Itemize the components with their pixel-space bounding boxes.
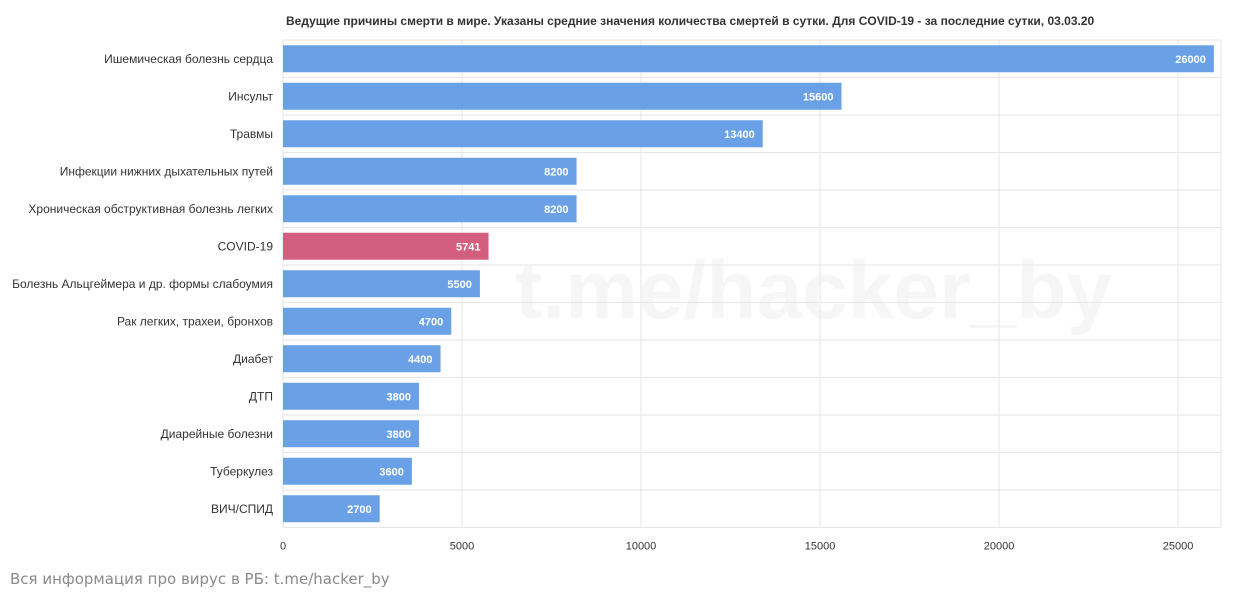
data-label: 3800 [387, 429, 411, 441]
data-label: 3600 [379, 466, 403, 478]
label-layer: Ишемическая болезнь сердца 26000 Инсульт 15… [12, 52, 1206, 516]
bar[interactable] [283, 307, 452, 335]
bar[interactable] [283, 195, 577, 223]
x-tick-label: 0 [280, 541, 286, 553]
bar[interactable] [283, 82, 842, 110]
footer-note: Вся информация про вирус в РБ: t.me/hack… [10, 570, 390, 588]
bar[interactable] [283, 157, 577, 185]
x-tick-label: 10000 [626, 541, 657, 553]
bar[interactable] [283, 120, 763, 148]
data-label: 5500 [447, 279, 471, 291]
data-label: 4400 [408, 354, 432, 366]
data-label: 15600 [803, 91, 834, 103]
category-label: COVID-19 [218, 239, 274, 253]
bar[interactable] [283, 345, 441, 373]
bar[interactable] [283, 495, 380, 523]
category-label: Хроническая обструктивная болезнь легких [28, 202, 273, 216]
category-label: Инфекции нижних дыхательных путей [60, 164, 273, 178]
bar[interactable] [283, 382, 420, 410]
x-tick-label: 5000 [450, 541, 474, 553]
data-label: 5741 [456, 241, 480, 253]
bar[interactable] [283, 457, 412, 485]
category-label: Болезнь Альцгеймера и др. формы слабоуми… [12, 277, 273, 291]
bar[interactable] [283, 232, 489, 260]
category-label: Рак легких, трахеи, бронхов [117, 314, 273, 328]
data-label: 3800 [387, 391, 411, 403]
category-label: Туберкулез [210, 464, 273, 478]
data-label: 26000 [1175, 54, 1206, 66]
data-label: 4700 [419, 316, 443, 328]
x-tick-label: 15000 [805, 541, 836, 553]
bar[interactable] [283, 420, 420, 448]
axis-layer: 0 5000 10000 15000 20000 25000 [280, 541, 1193, 553]
bar[interactable] [283, 270, 480, 298]
data-label: 2700 [347, 504, 371, 516]
category-label: Ишемическая болезнь сердца [104, 52, 273, 66]
data-label: 8200 [544, 166, 568, 178]
watermark-text: t.me/hacker_by [515, 245, 1112, 336]
category-label: Диабет [233, 352, 274, 366]
category-label: Инсульт [228, 89, 273, 103]
category-label: Диарейные болезни [161, 427, 273, 441]
watermark-layer: t.me/hacker_by [515, 245, 1112, 336]
bar-layer [283, 45, 1214, 523]
category-label: Травмы [230, 127, 273, 141]
category-label: ВИЧ/СПИД [211, 502, 273, 516]
chart-title: Ведущие причины смерти в мире. Указаны с… [286, 14, 1095, 28]
data-label: 8200 [544, 204, 568, 216]
x-tick-label: 25000 [1163, 541, 1194, 553]
category-label: ДТП [249, 389, 273, 403]
grid-layer [282, 39, 1222, 528]
bar[interactable] [283, 45, 1214, 73]
data-label: 13400 [724, 129, 755, 141]
x-tick-label: 20000 [984, 541, 1015, 553]
